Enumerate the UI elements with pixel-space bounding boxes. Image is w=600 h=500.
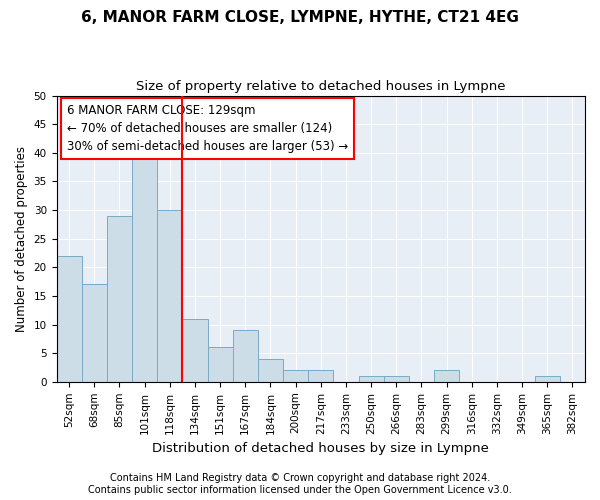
Title: Size of property relative to detached houses in Lympne: Size of property relative to detached ho… [136, 80, 506, 93]
Text: 6, MANOR FARM CLOSE, LYMPNE, HYTHE, CT21 4EG: 6, MANOR FARM CLOSE, LYMPNE, HYTHE, CT21… [81, 10, 519, 25]
Bar [208, 348, 233, 382]
Bar [258, 359, 283, 382]
Bar [157, 210, 182, 382]
Bar [308, 370, 334, 382]
Bar [82, 284, 107, 382]
Bar [107, 216, 132, 382]
Bar [434, 370, 459, 382]
X-axis label: Distribution of detached houses by size in Lympne: Distribution of detached houses by size … [152, 442, 489, 455]
Text: Contains HM Land Registry data © Crown copyright and database right 2024.
Contai: Contains HM Land Registry data © Crown c… [88, 474, 512, 495]
Bar [132, 153, 157, 382]
Bar [182, 319, 208, 382]
Bar [535, 376, 560, 382]
Bar [56, 256, 82, 382]
Y-axis label: Number of detached properties: Number of detached properties [15, 146, 28, 332]
Bar [383, 376, 409, 382]
Bar [283, 370, 308, 382]
Text: 6 MANOR FARM CLOSE: 129sqm
← 70% of detached houses are smaller (124)
30% of sem: 6 MANOR FARM CLOSE: 129sqm ← 70% of deta… [67, 104, 349, 153]
Bar [233, 330, 258, 382]
Bar [359, 376, 383, 382]
